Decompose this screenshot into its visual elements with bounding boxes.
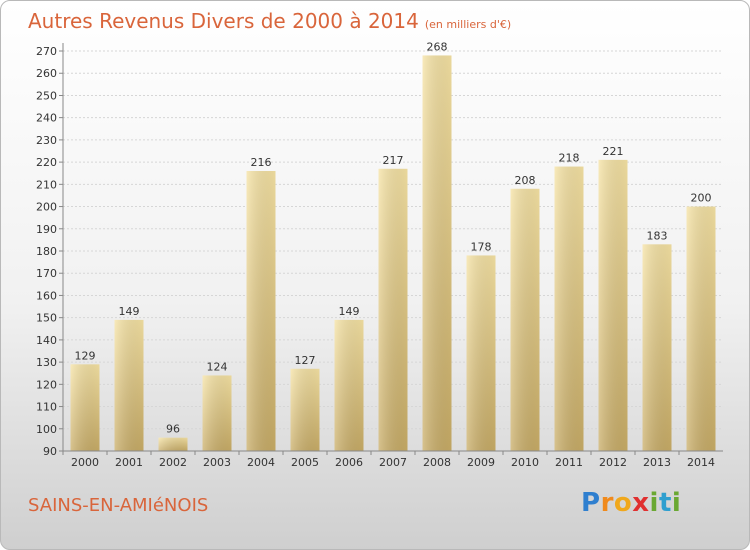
value-label: 183: [647, 229, 668, 242]
x-tick-label: 2010: [511, 456, 539, 469]
y-tick-label: 160: [36, 289, 57, 302]
x-tick-label: 2001: [115, 456, 143, 469]
bar-shade: [686, 206, 716, 451]
chart-title: Autres Revenus Divers de 2000 à 2014 (en …: [28, 9, 511, 33]
value-label: 218: [559, 152, 580, 165]
value-label: 149: [119, 305, 140, 318]
x-tick-label: 2000: [71, 456, 99, 469]
y-tick-label: 250: [36, 89, 57, 102]
y-tick-label: 190: [36, 223, 57, 236]
bar-shade: [246, 171, 276, 451]
value-label: 124: [207, 360, 228, 373]
bar-shade: [70, 364, 100, 451]
bar-shade: [158, 437, 188, 451]
y-tick-label: 270: [36, 45, 57, 58]
bar-shade: [554, 166, 584, 452]
bar-shade: [114, 319, 144, 451]
bar-shade: [422, 55, 452, 451]
y-tick-label: 140: [36, 334, 57, 347]
place-name: SAINS-EN-AMIéNOIS: [28, 495, 209, 516]
title-text: Autres Revenus Divers de 2000 à 2014: [28, 9, 419, 33]
bar-shade: [378, 168, 408, 451]
y-tick-label: 230: [36, 134, 57, 147]
x-tick-label: 2009: [467, 456, 495, 469]
value-label: 221: [603, 145, 624, 158]
logo-letter: t: [658, 488, 672, 518]
logo-letter: x: [632, 488, 650, 518]
axes: [59, 43, 723, 455]
value-label: 268: [427, 40, 448, 53]
bar-shade: [510, 188, 540, 451]
value-label: 216: [251, 156, 272, 169]
y-tick-label: 90: [43, 445, 57, 458]
x-tick-label: 2013: [643, 456, 671, 469]
value-label: 127: [295, 354, 316, 367]
value-label: 96: [166, 423, 180, 436]
grid: [63, 50, 723, 430]
logo-letter: r: [600, 488, 614, 518]
y-tick-label: 240: [36, 112, 57, 125]
y-tick-label: 210: [36, 178, 57, 191]
bars: [70, 55, 716, 452]
bar-shade: [290, 368, 320, 451]
y-tick-label: 180: [36, 245, 57, 258]
value-label: 200: [691, 192, 712, 205]
y-tick-label: 260: [36, 67, 57, 80]
x-tick-label: 2007: [379, 456, 407, 469]
y-tick-label: 100: [36, 423, 57, 436]
logo-letter: i: [671, 488, 682, 518]
unit-note: (en milliers d'€): [424, 18, 512, 31]
bar-shade: [466, 255, 496, 451]
y-tick-label: 220: [36, 156, 57, 169]
x-tick-label: 2008: [423, 456, 451, 469]
x-tick-label: 2003: [203, 456, 231, 469]
x-tick-label: 2002: [159, 456, 187, 469]
x-tick-label: 2004: [247, 456, 275, 469]
proxiti-logo: Proxiti: [581, 488, 681, 518]
bar-shade: [642, 244, 672, 451]
x-tick-label: 2005: [291, 456, 319, 469]
bar-shade: [334, 319, 364, 451]
y-tick-label: 120: [36, 378, 57, 391]
bar-shade: [202, 375, 232, 451]
y-tick-label: 200: [36, 201, 57, 214]
x-tick-label: 2012: [599, 456, 627, 469]
x-tick-label: 2006: [335, 456, 363, 469]
value-label: 178: [471, 240, 492, 253]
value-label: 208: [515, 174, 536, 187]
y-tick-label: 110: [36, 401, 57, 414]
x-tick-label: 2011: [555, 456, 583, 469]
logo-letter: i: [649, 488, 659, 518]
y-tick-label: 150: [36, 312, 57, 325]
value-label: 217: [383, 154, 404, 167]
value-label: 129: [75, 349, 96, 362]
value-label: 149: [339, 305, 360, 318]
labels: 90 100 110 120 130 140 150 160 170 180 190 200 210 22…: [36, 40, 715, 469]
bar-shade: [598, 159, 628, 451]
logo-letter: P: [581, 488, 601, 518]
logo-letter: o: [613, 488, 633, 518]
y-tick-label: 170: [36, 267, 57, 280]
y-tick-label: 130: [36, 356, 57, 369]
x-tick-label: 2014: [687, 456, 715, 469]
